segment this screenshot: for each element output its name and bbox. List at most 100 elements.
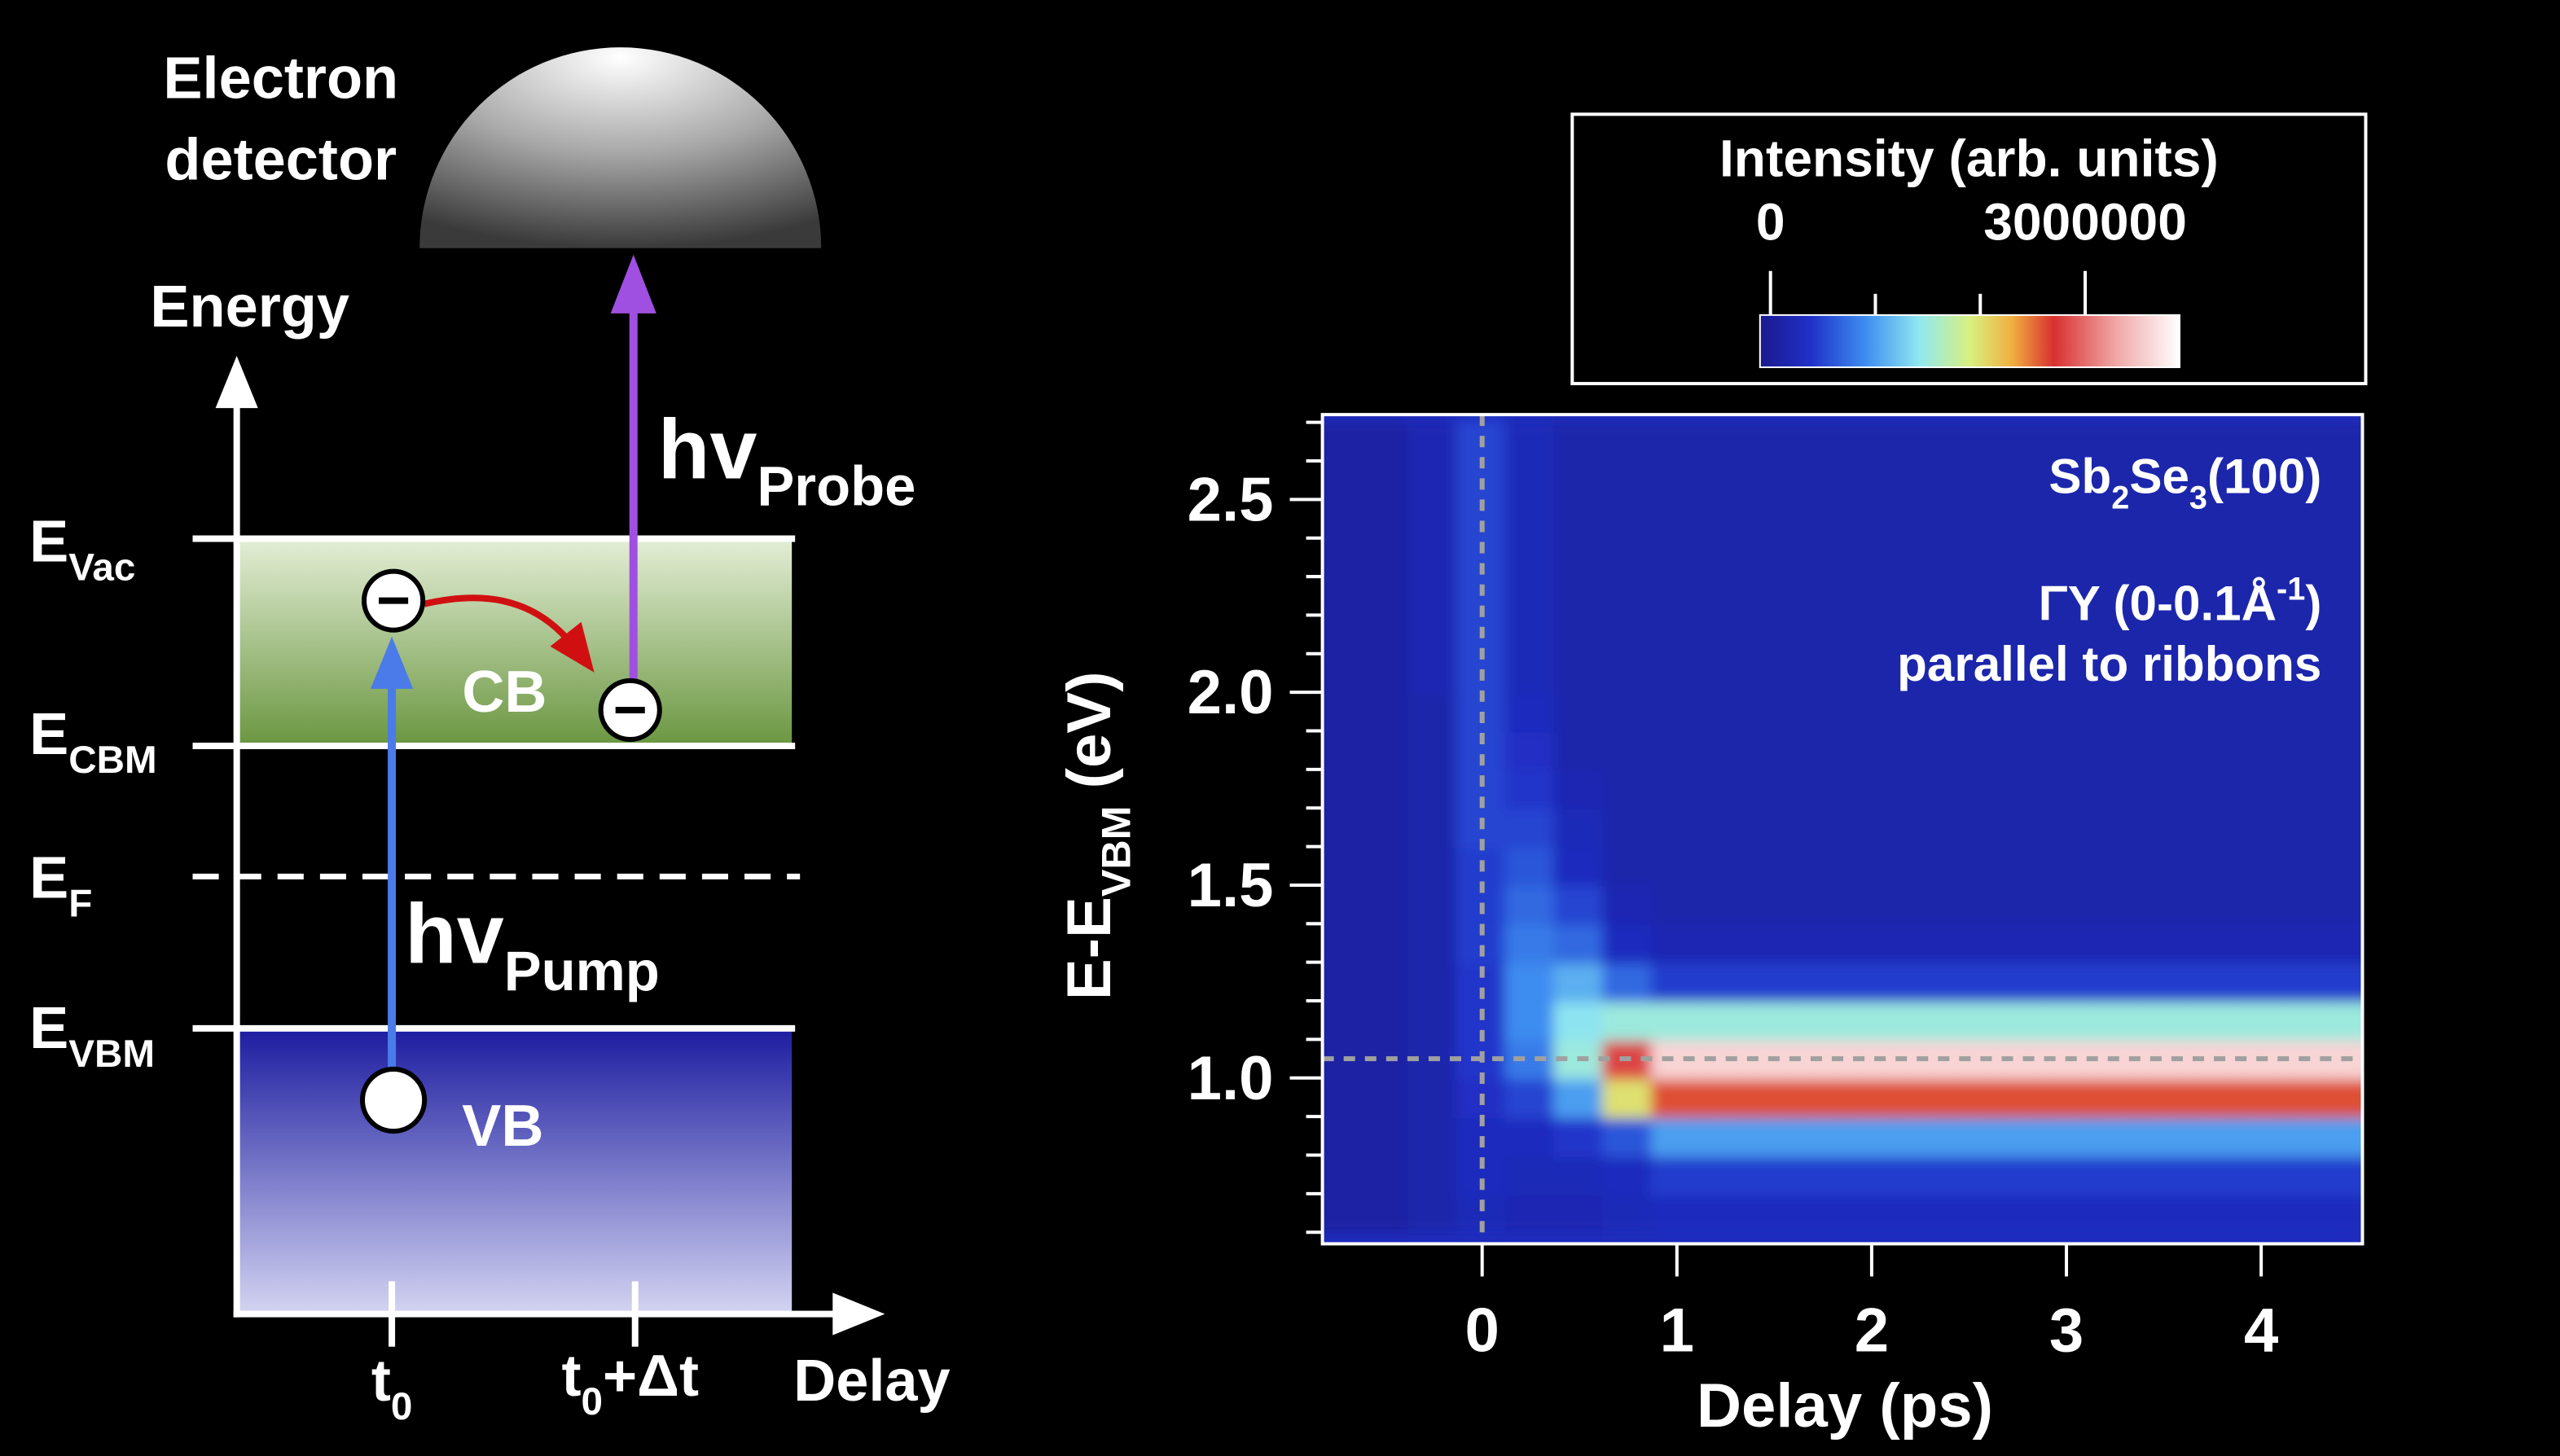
heatmap-cell — [1650, 498, 1703, 540]
heatmap-cell — [1602, 1153, 1654, 1195]
heatmap-cell — [2088, 960, 2141, 1003]
heatmap-cell — [1650, 1037, 1703, 1080]
heatmap-cell — [2186, 729, 2239, 771]
heatmap-cell — [2332, 729, 2363, 771]
heatmap-cell — [1602, 536, 1654, 579]
heatmap-cell — [1650, 1191, 1703, 1235]
heatmap-cell — [1650, 806, 1703, 849]
text-part: ) — [2305, 577, 2321, 631]
heatmap-cell — [2088, 536, 2141, 579]
detector — [419, 47, 822, 248]
heatmap-cell — [1894, 651, 1947, 695]
vb-label: VB — [462, 1094, 543, 1159]
heatmap-cell — [2040, 806, 2092, 849]
heatmap-cell — [1553, 806, 1606, 849]
heatmap-cell — [1650, 651, 1703, 695]
heatmap-cell — [2088, 922, 2141, 964]
heatmap-cell — [1602, 613, 1654, 656]
heatmap-cell — [1797, 1191, 1850, 1235]
heatmap-cell — [1699, 691, 1752, 733]
heatmap-cell — [1650, 960, 1703, 1003]
heatmap-cell — [1991, 575, 2044, 617]
heatmap-cell — [2235, 960, 2288, 1003]
heatmap-cell — [1602, 1115, 1654, 1157]
heatmap-cell — [1797, 420, 1850, 463]
heatmap-cell — [1943, 458, 1996, 502]
heatmap-cell — [1943, 1115, 1996, 1157]
heatmap-cell — [1797, 729, 1850, 771]
heatmap-cell — [2040, 1191, 2092, 1235]
level-label: ECBM — [29, 702, 157, 782]
heatmap-cell — [2186, 651, 2239, 695]
heatmap-cell — [1602, 651, 1654, 695]
heatmap-cell — [2332, 883, 2363, 926]
heatmap-cell — [1846, 1191, 1898, 1235]
heatmap-cell — [1943, 806, 1996, 849]
heatmap-cell — [2284, 1115, 2336, 1157]
heatmap-cell — [2332, 767, 2363, 810]
heatmap-cell — [1359, 1115, 1412, 1157]
heatmap-cell — [1359, 922, 1412, 964]
heatmap-cell — [1894, 1076, 1947, 1119]
heatmap-cell — [1699, 1191, 1752, 1235]
heatmap-cell — [2235, 1153, 2288, 1195]
heatmap-cell — [2235, 806, 2288, 849]
heatmap-cell — [1748, 767, 1801, 810]
heatmap-cell — [1407, 922, 1460, 964]
heatmap-cell — [2332, 844, 2363, 887]
heatmap-cell — [1797, 960, 1850, 1003]
heatmap-cell — [2332, 960, 2363, 1003]
heatmap-cell — [1359, 575, 1412, 617]
heatmap-cell — [2137, 1115, 2190, 1157]
heatmap-cell — [1359, 651, 1412, 695]
heatmap-cell — [1553, 1076, 1606, 1119]
heatmap-cell — [1553, 458, 1606, 502]
heatmap-cell — [1991, 999, 2044, 1042]
arrowhead — [215, 355, 258, 409]
heatmap-cell — [2235, 1115, 2288, 1157]
heatmap-cell — [1504, 420, 1557, 463]
heatmap-cell — [1504, 651, 1557, 695]
t1-label: t0+Δt — [561, 1344, 699, 1423]
heatmap-cell — [1846, 883, 1898, 926]
heatmap-cell — [2137, 613, 2190, 656]
heatmap-cell — [1359, 883, 1412, 926]
x-tick-label: 2 — [1855, 1296, 1889, 1366]
heatmap-cell — [1322, 999, 1363, 1042]
heatmap-cell — [1602, 922, 1654, 964]
heatmap-cell — [1602, 960, 1654, 1003]
heatmap-cell — [1943, 651, 1996, 695]
heatmap-cell — [2332, 1191, 2363, 1235]
heatmap-cell — [2186, 1076, 2239, 1119]
heatmap-cell — [2332, 651, 2363, 695]
heatmap-cell — [2040, 1153, 2092, 1195]
text-part: E-E — [1055, 897, 1124, 1000]
heatmap-cell — [2284, 729, 2336, 771]
colorbar-tick-label: 3000000 — [1983, 193, 2187, 252]
heatmap-cell — [1602, 458, 1654, 502]
arrowhead — [610, 254, 656, 314]
conduction-band — [236, 538, 793, 747]
heatmap-cell — [1602, 1191, 1654, 1235]
heatmap-cell — [1359, 458, 1412, 502]
heatmap-cell — [2186, 806, 2239, 849]
heatmap-cell — [2040, 613, 2092, 656]
heatmap-cell — [1846, 844, 1898, 887]
heatmap-cell — [1991, 767, 2044, 810]
heatmap-cell — [1602, 1076, 1654, 1119]
heatmap-cell — [2284, 844, 2336, 887]
heatmap-cell — [1699, 536, 1752, 579]
heatmap-cell — [1797, 1076, 1850, 1119]
heatmap-cell — [1407, 691, 1460, 733]
heatmap-cell — [1504, 883, 1557, 926]
heatmap-cell — [1650, 729, 1703, 771]
heatmap-cell — [1553, 729, 1606, 771]
heatmap-cell — [1991, 729, 2044, 771]
heatmap-cell — [2284, 691, 2336, 733]
heatmap-cell — [1504, 1076, 1557, 1119]
heatmap-cell — [1650, 883, 1703, 926]
heatmap-cell — [2137, 1076, 2190, 1119]
heatmap-cell — [1407, 651, 1460, 695]
heatmap-cell — [1359, 999, 1412, 1042]
colorbar-title: Intensity (arb. units) — [1719, 129, 2219, 187]
